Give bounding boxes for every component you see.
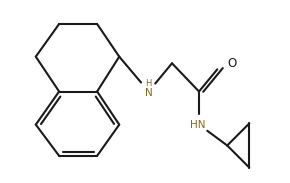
Text: N: N [145,88,153,98]
Text: HN: HN [190,120,206,130]
Text: H: H [146,79,152,88]
Text: O: O [227,57,236,70]
